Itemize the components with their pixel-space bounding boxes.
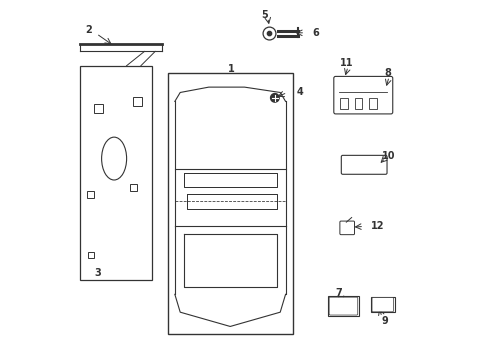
Text: 5: 5 — [260, 10, 267, 19]
Bar — [133, 97, 142, 106]
Circle shape — [267, 31, 271, 36]
Text: 4: 4 — [296, 87, 303, 98]
Bar — [370, 297, 394, 312]
Bar — [80, 66, 151, 280]
Text: 10: 10 — [382, 151, 395, 161]
Text: 8: 8 — [383, 68, 390, 78]
Circle shape — [270, 94, 279, 102]
Text: 12: 12 — [370, 221, 383, 231]
Ellipse shape — [102, 137, 126, 180]
Bar — [368, 98, 376, 109]
Bar — [340, 98, 347, 109]
Text: 1: 1 — [227, 64, 234, 74]
Bar — [87, 191, 94, 198]
FancyBboxPatch shape — [371, 297, 393, 312]
Text: 3: 3 — [95, 268, 101, 278]
Text: 7: 7 — [334, 288, 341, 298]
Text: 9: 9 — [381, 316, 387, 326]
Text: 2: 2 — [85, 25, 92, 35]
Bar — [354, 98, 362, 109]
FancyBboxPatch shape — [341, 156, 386, 174]
FancyBboxPatch shape — [333, 76, 392, 114]
Bar — [88, 252, 93, 258]
FancyBboxPatch shape — [328, 297, 357, 315]
Bar — [328, 296, 358, 316]
Bar — [130, 184, 137, 191]
Bar — [167, 73, 292, 334]
Text: 11: 11 — [339, 58, 352, 68]
Bar — [93, 104, 102, 113]
Text: 6: 6 — [312, 28, 319, 38]
FancyBboxPatch shape — [339, 221, 354, 235]
